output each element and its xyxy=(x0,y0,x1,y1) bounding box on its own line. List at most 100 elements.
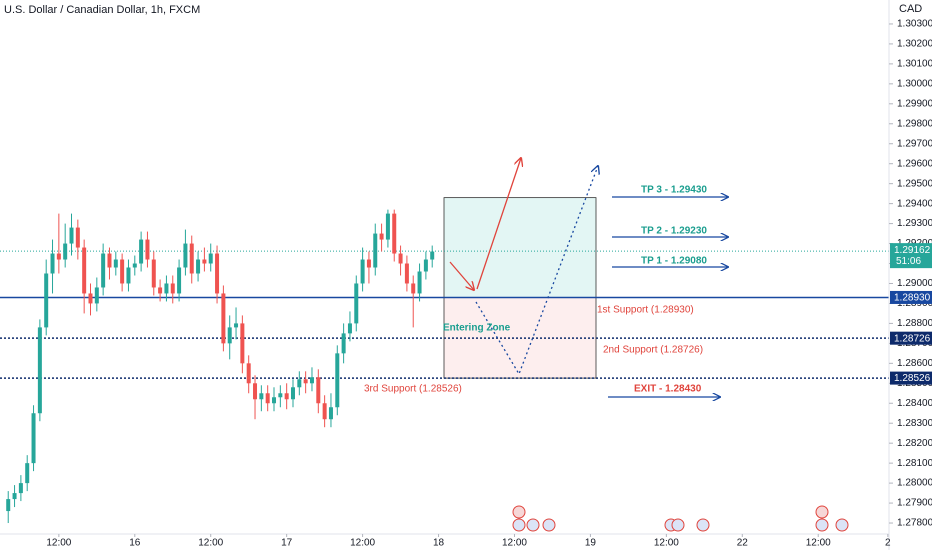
current-price-label: 1.29162 xyxy=(894,245,931,256)
x-tick-label: 12:00 xyxy=(350,538,375,549)
candle-body xyxy=(63,243,68,260)
current-price-tag xyxy=(890,243,932,269)
y-tick-label: 1.30100 xyxy=(897,59,932,70)
annotation: Entering Zone xyxy=(443,323,511,334)
candle-body xyxy=(360,259,365,284)
axes: 1.27800 1.27900 1.28000 1.28100 1.28200 1.283… xyxy=(46,19,932,549)
candle-body xyxy=(183,243,188,268)
candle-body xyxy=(145,239,150,260)
arrow xyxy=(449,261,474,290)
x-tick-label: 12:00 xyxy=(46,538,71,549)
x-tick-label: 18 xyxy=(433,538,445,549)
y-tick-label: 1.28400 xyxy=(897,398,932,409)
candle-body xyxy=(297,379,302,388)
candle-body xyxy=(265,393,270,404)
candle-body xyxy=(208,253,213,264)
candle-body xyxy=(44,273,49,328)
x-tick-label: 12:00 xyxy=(654,538,679,549)
candle-body xyxy=(309,377,314,384)
candle-body xyxy=(246,363,251,384)
candle-body xyxy=(240,323,245,364)
level-label: 1.28726 xyxy=(894,333,931,344)
y-tick-label: 1.29500 xyxy=(897,178,932,189)
annotation: EXIT - 1.28430 xyxy=(634,384,702,395)
candle-body xyxy=(290,387,295,400)
candle-body xyxy=(316,377,321,404)
candle-body xyxy=(113,259,118,268)
y-tick-label: 1.28200 xyxy=(897,438,932,449)
candle-body xyxy=(303,379,308,384)
arrow xyxy=(476,158,521,290)
candle-body xyxy=(12,493,17,500)
candle-body xyxy=(56,253,61,260)
event-icon xyxy=(835,518,849,532)
annotation: TP 1 - 1.29080 xyxy=(641,256,707,267)
annotation: 1st Support (1.28930) xyxy=(597,305,694,316)
candle-body xyxy=(392,213,397,254)
y-tick-label: 1.29400 xyxy=(897,198,932,209)
candle-body xyxy=(25,463,30,484)
x-tick-label: 16 xyxy=(129,538,141,549)
annotation: 3rd Support (1.28526) xyxy=(364,384,462,395)
annotation: 2nd Support (1.28726) xyxy=(603,345,703,356)
candle-body xyxy=(373,233,378,268)
x-tick-label: 12:00 xyxy=(806,538,831,549)
candle-body xyxy=(126,267,131,284)
candle-body xyxy=(253,383,258,400)
candle-body xyxy=(6,499,11,512)
candle-body xyxy=(120,259,125,284)
candle-body xyxy=(164,283,169,294)
event-icon xyxy=(512,518,526,532)
candle-body xyxy=(101,253,106,288)
level-tag xyxy=(890,371,932,385)
y-tick-label: 1.29300 xyxy=(897,218,932,229)
candle-body xyxy=(404,263,409,284)
y-tick-label: 1.28800 xyxy=(897,318,932,329)
levels xyxy=(0,250,889,379)
candle-body xyxy=(69,227,74,244)
event-icon xyxy=(671,518,685,532)
candle-body xyxy=(341,333,346,354)
candle-body xyxy=(430,251,435,260)
y-tick-label: 1.27900 xyxy=(897,498,932,509)
candle-body xyxy=(50,253,55,274)
candle-body xyxy=(18,483,23,494)
candle-body xyxy=(215,253,220,294)
event-icon xyxy=(696,518,710,532)
candle-body xyxy=(259,393,264,400)
candle-body xyxy=(417,271,422,294)
candle-body xyxy=(37,327,42,414)
zones xyxy=(443,197,597,379)
candle-body xyxy=(196,259,201,274)
drawings xyxy=(449,158,728,397)
chart-title: U.S. Dollar / Canadian Dollar, 1h, FXCM xyxy=(4,4,200,16)
candle-body xyxy=(347,323,352,334)
candle-body xyxy=(94,287,99,304)
y-tick-label: 1.29000 xyxy=(897,278,932,289)
event-icon xyxy=(512,505,526,519)
event-icon xyxy=(815,505,829,519)
x-tick-label: 17 xyxy=(281,538,293,549)
y-tick-label: 1.28600 xyxy=(897,358,932,369)
candle-body xyxy=(177,267,182,294)
y-tick-label: 1.28000 xyxy=(897,478,932,489)
candle-body xyxy=(423,259,428,272)
level-tag xyxy=(890,331,932,345)
candle-body xyxy=(158,287,163,294)
candle-body xyxy=(170,283,175,294)
x-tick-label: 2 xyxy=(885,538,891,549)
candle-body xyxy=(139,239,144,264)
candle-body xyxy=(385,213,390,240)
candle-body xyxy=(284,393,289,400)
candle-body xyxy=(227,327,232,344)
candle-body xyxy=(328,407,333,420)
y-tick-label: 1.28300 xyxy=(897,418,932,429)
candle-body xyxy=(234,323,239,328)
event-icons xyxy=(512,505,849,532)
candle-body xyxy=(88,293,93,304)
annotation: TP 3 - 1.29430 xyxy=(641,185,707,196)
x-tick-label: 12:00 xyxy=(198,538,223,549)
event-icon xyxy=(815,518,829,532)
candle-body xyxy=(202,259,207,264)
